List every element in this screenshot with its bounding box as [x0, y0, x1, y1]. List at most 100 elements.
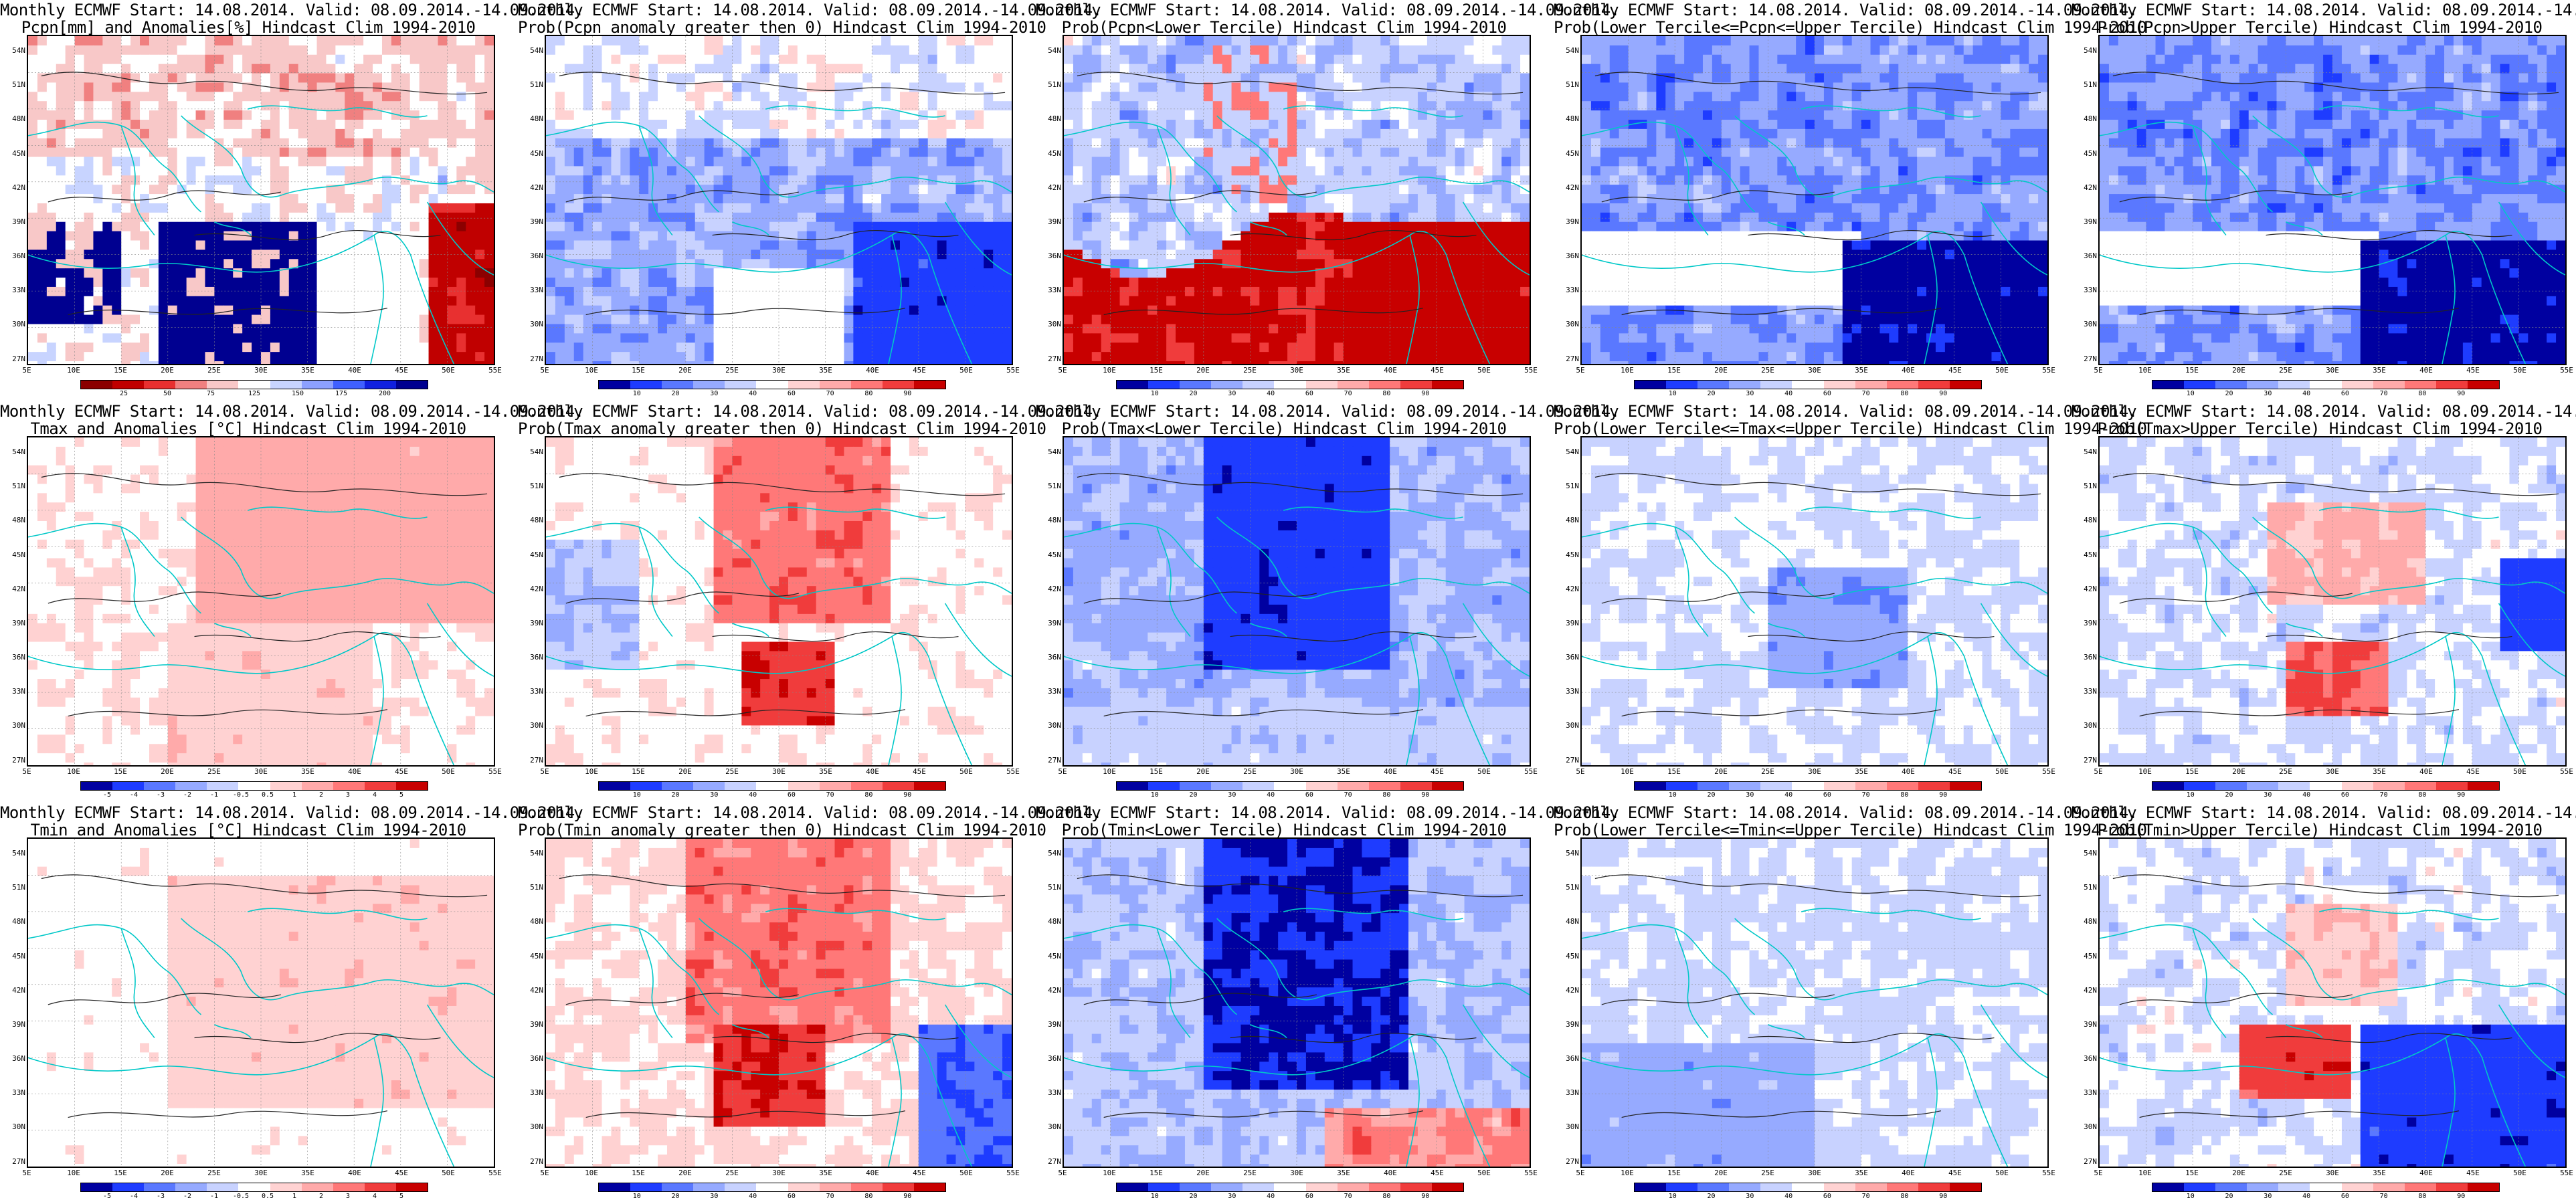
longitude-label: 35E — [1330, 768, 1357, 775]
colorbar-tick-label: 60 — [788, 391, 796, 397]
colorbar-segment — [1729, 782, 1761, 790]
longitude-label: 50E — [1989, 1169, 2015, 1177]
map-frame — [2098, 436, 2567, 767]
panel-title-line2: Tmin and Anomalies [°C] Hindcast Clim 19… — [0, 821, 496, 839]
colorbar-tick-label: 60 — [1305, 1193, 1313, 1200]
colorbar-segment — [364, 782, 396, 790]
colorbar — [598, 380, 946, 389]
panel-title-line2: Prob(Tmin anomaly greater then 0) Hindca… — [518, 821, 1046, 839]
colorbar-segment — [1148, 1183, 1180, 1191]
longitude-label: 25E — [1236, 768, 1263, 775]
colorbar-tick-label: 150 — [292, 391, 304, 397]
colorbar-segment — [1337, 381, 1369, 389]
colorbar-segment — [756, 782, 788, 790]
latitude-label: 33N — [518, 1089, 543, 1096]
map-frame — [545, 837, 1013, 1168]
latitude-label: 27N — [2072, 1158, 2097, 1165]
colorbar-segment — [1855, 782, 1887, 790]
colorbar-segment — [2341, 381, 2373, 389]
colorbar-segment — [2373, 1183, 2405, 1191]
map-frame — [1580, 436, 2049, 767]
colorbar-segment — [1305, 1183, 1338, 1191]
longitude-label: 40E — [1377, 1169, 1404, 1177]
map-frame — [1580, 35, 2049, 365]
colorbar-tick-label: 3 — [346, 1193, 350, 1200]
colorbar-labels: -5 -4 -3 -2 -1 -0.5 0.5 1 2 3 4 5 — [80, 1193, 428, 1201]
latitude-label: 51N — [1554, 884, 1579, 891]
longitude-label: 20E — [1190, 1169, 1216, 1177]
longitude-label: 10E — [1614, 367, 1641, 374]
panel-title: Monthly ECMWF Start: 14.08.2014. Valid: … — [2072, 403, 2576, 437]
latitude-label: 36N — [2072, 654, 2097, 661]
colorbar-segment — [1400, 782, 1432, 790]
latitude-label: 51N — [1554, 482, 1579, 490]
longitude-label: 35E — [2366, 1169, 2393, 1177]
colorbar-segment — [1117, 782, 1149, 790]
shaded-field — [2100, 437, 2565, 765]
map-frame — [1063, 436, 1531, 767]
colorbar-tick-label: 30 — [2264, 792, 2272, 799]
latitude-label: 45N — [1036, 952, 1061, 960]
longitude-label: 15E — [2179, 1169, 2205, 1177]
colorbar-tick-label: 50 — [163, 391, 171, 397]
latitude-label: 36N — [2072, 252, 2097, 260]
longitude-label: 30E — [1283, 768, 1310, 775]
longitude-label: 35E — [812, 367, 839, 374]
latitude-label: 48N — [2072, 516, 2097, 524]
latitude-label: 33N — [1036, 688, 1061, 695]
shaded-field — [546, 36, 1012, 364]
longitude-label: 40E — [341, 1169, 368, 1177]
colorbar-segment — [725, 782, 757, 790]
colorbar-segment — [1823, 381, 1855, 389]
colorbar-labels: 10 20 30 40 60 70 80 90 — [1634, 391, 1982, 399]
longitude-label: 30E — [765, 1169, 792, 1177]
colorbar-segment — [1148, 381, 1180, 389]
panel-title-line2: Prob(Lower Tercile<=Tmax<=Upper Tercile)… — [1554, 420, 2147, 437]
longitude-label: 10E — [60, 367, 87, 374]
colorbar-segment — [2467, 381, 2500, 389]
colorbar-segment — [2310, 782, 2342, 790]
colorbar-tick-label: 30 — [1228, 1193, 1236, 1200]
longitude-label: 20E — [1708, 1169, 1734, 1177]
colorbar-segment — [1211, 1183, 1243, 1191]
latitude-label: 48N — [1036, 918, 1061, 925]
colorbar-tick-label: 10 — [1669, 792, 1677, 799]
colorbar-tick-label: 10 — [633, 792, 641, 799]
longitude-label: 10E — [1096, 768, 1123, 775]
longitude-label: 25E — [201, 367, 227, 374]
panel-title: Monthly ECMWF Start: 14.08.2014. Valid: … — [1554, 804, 2147, 839]
longitude-label: 20E — [1190, 367, 1216, 374]
longitude-label: 10E — [60, 768, 87, 775]
colorbar-tick-label: 175 — [335, 391, 347, 397]
colorbar-tick-label: -5 — [103, 792, 111, 799]
latitude-label: 36N — [0, 1055, 25, 1062]
colorbar-segment — [175, 782, 207, 790]
latitude-label: 27N — [518, 355, 543, 363]
colorbar-segment — [395, 381, 428, 389]
colorbar-segment — [2404, 381, 2436, 389]
longitude-label: 45E — [388, 768, 415, 775]
latitude-label: 36N — [1036, 1055, 1061, 1062]
longitude-label: 5E — [1567, 768, 1594, 775]
colorbar-tick-label: 10 — [1669, 1193, 1677, 1200]
map-frame — [1063, 837, 1531, 1168]
latitude-label: 36N — [1554, 252, 1579, 260]
latitude-label: 30N — [1554, 722, 1579, 729]
longitude-label: 45E — [1942, 1169, 1968, 1177]
longitude-label: 50E — [1471, 367, 1497, 374]
latitude-label: 54N — [2072, 47, 2097, 54]
latitude-label: 33N — [1554, 688, 1579, 695]
panel-title-line1: Monthly ECMWF Start: 14.08.2014. Valid: … — [1554, 403, 2138, 420]
colorbar-segment — [630, 782, 662, 790]
latitude-label: 51N — [0, 884, 25, 891]
longitude-label: 40E — [2413, 1169, 2440, 1177]
latitude-label: 51N — [1554, 81, 1579, 88]
latitude-label: 48N — [1554, 516, 1579, 524]
colorbar-segment — [1792, 1183, 1824, 1191]
colorbar-segment — [1400, 1183, 1432, 1191]
colorbar-segment — [112, 381, 145, 389]
latitude-label: 45N — [2072, 551, 2097, 559]
longitude-label: 45E — [2460, 1169, 2486, 1177]
colorbar — [1116, 1183, 1464, 1192]
colorbar-tick-label: 60 — [1823, 391, 1831, 397]
